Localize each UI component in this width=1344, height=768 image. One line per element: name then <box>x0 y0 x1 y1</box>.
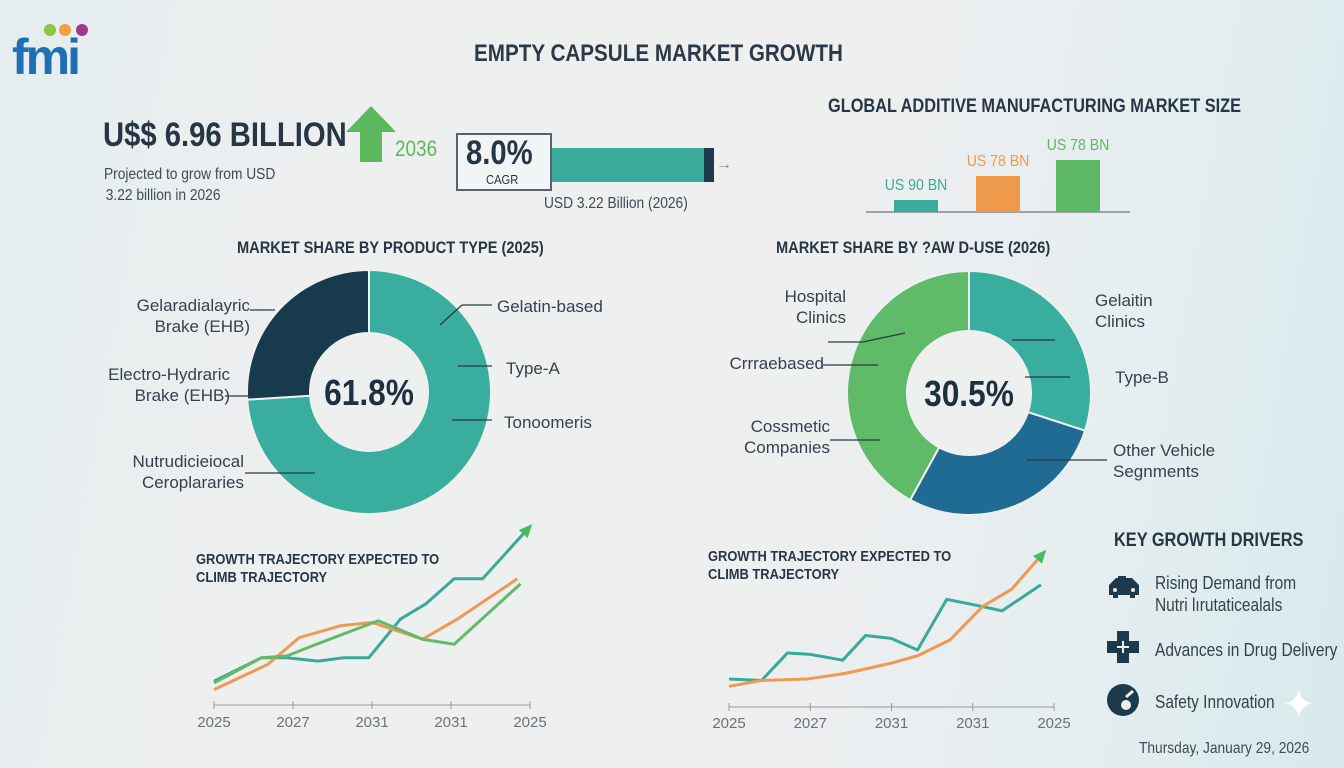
cagr-label: CAGR <box>486 172 519 187</box>
line2-title: GROWTH TRAJECTORY EXPECTED TO CLIMB TRAJ… <box>708 548 952 583</box>
x-tick-label-0: 2025 <box>197 714 230 731</box>
cagr-bar-end <box>704 148 714 182</box>
series-line-teal <box>728 583 1042 682</box>
donut-slice-0 <box>968 269 1092 432</box>
arrow-head-icon <box>518 524 533 538</box>
safety-icon <box>1106 683 1140 722</box>
leader-line-1 <box>862 332 906 343</box>
x-tick-label-0: 2025 <box>712 715 745 732</box>
donut-slice-1 <box>246 268 370 401</box>
leader-line-3 <box>439 304 463 326</box>
bar-chart-title: GLOBAL ADDITIVE MANUFACTURING MARKET SIZ… <box>828 96 1242 117</box>
cagr-base-label: USD 3.22 Billion (2026) <box>544 195 688 212</box>
fmi-logo: fmi <box>12 22 127 85</box>
driver-item-3: Safety Innovation <box>1155 692 1275 712</box>
x-tick-label-3: 2031 <box>434 714 467 731</box>
donut1-label-right-2: Type-A <box>506 359 560 378</box>
donut-chart-end-use: 30.5% <box>823 269 1107 516</box>
donut2-label-right-3: Other Vehicle Segnments <box>1113 441 1216 481</box>
page-title: EMPTY CAPSULE MARKET GROWTH <box>474 40 843 67</box>
x-tick-label-1: 2027 <box>276 714 309 731</box>
arrow-head-icon <box>1033 549 1047 564</box>
x-tick-label-2: 2031 <box>355 714 388 731</box>
donut-slice-0 <box>246 268 492 515</box>
donut1-label-left-1: Gelaradialayric Brake (EHB) <box>136 296 250 336</box>
donut1-title: MARKET SHARE BY PRODUCT TYPE (2025) <box>237 238 544 257</box>
bar-label-1: US 78 BN <box>967 152 1030 170</box>
donut2-label-left-3: Cossmetic Companies <box>744 417 830 457</box>
footer-date: Thursday, January 29, 2026 <box>1139 740 1310 757</box>
line1-title: GROWTH TRAJECTORY EXPECTED TO CLIMB TRAJ… <box>196 551 440 586</box>
driver-item-1: Rising Demand from Nutri lırutaticealals <box>1155 573 1297 615</box>
up-arrow-icon <box>344 104 398 169</box>
x-tick-label-4: 2025 <box>1037 715 1070 732</box>
car-icon <box>1106 572 1142 609</box>
svg-text:fmi: fmi <box>12 29 78 78</box>
cagr-box: 8.0% CAGR <box>456 133 552 191</box>
line-chart-2: 2025 2027 2031 2031 2025 <box>712 549 1071 732</box>
line-chart-1: 2025 2027 2031 2031 2025 <box>197 524 547 731</box>
cagr-bar <box>548 148 714 182</box>
headline-description: Projected to grow from USD 3.22 billion … <box>104 166 276 204</box>
donut1-label-left-2: Electro-Hydraric Brake (EHB) <box>108 365 230 405</box>
bar-chart: US 90 BN US 78 BN US 78 BN <box>866 136 1130 213</box>
arrow-right-icon: → <box>716 156 732 173</box>
donut-chart-product-type: 61.8% <box>225 268 492 515</box>
donut1-label-right-3: Tonoomeris <box>504 413 592 432</box>
donut-hole <box>311 334 427 450</box>
cagr-value: 8.0% <box>466 134 533 172</box>
sparkle-icon: ✦ <box>1282 683 1316 727</box>
x-tick-label-1: 2027 <box>794 715 827 732</box>
donut-center-label: 30.5% <box>924 374 1014 414</box>
bar-1 <box>976 176 1020 212</box>
bar-label-2: US 78 BN <box>1047 136 1110 154</box>
donut2-label-right-1: Gelaitin Clinics <box>1095 291 1153 331</box>
drivers-title: KEY GROWTH DRIVERS <box>1114 530 1304 551</box>
series-line-orange <box>728 554 1043 688</box>
donut1-label-right-1: Gelatin-based <box>497 297 603 316</box>
medical-cross-icon <box>1106 630 1140 669</box>
headline-value: U$$ 6.96 BILLION <box>103 116 347 154</box>
donut2-title: MARKET SHARE BY ?AW D-USE (2026) <box>776 238 1051 257</box>
bar-2 <box>1056 160 1100 212</box>
donut1-label-left-3: Nutrudicieiocal Ceroplararies <box>132 452 245 492</box>
bar-label-0: US 90 BN <box>885 176 948 194</box>
target-year: 2036 <box>395 136 438 161</box>
x-tick-label-4: 2025 <box>513 714 546 731</box>
donut2-label-left-1: Hospital Clinics <box>784 287 846 327</box>
x-tick-label-3: 2031 <box>956 715 989 732</box>
series-line-orange <box>213 577 519 691</box>
donut-hole <box>908 332 1030 454</box>
bar-0 <box>894 200 938 212</box>
x-tick-label-2: 2031 <box>875 715 908 732</box>
donut-slice-1 <box>908 410 1087 516</box>
donut2-label-left-2: Crrraebased <box>729 354 825 373</box>
driver-item-2: Advances in Drug Delivery <box>1155 640 1338 660</box>
donut2-label-right-2: Type-B <box>1115 368 1169 387</box>
donut-slice-2 <box>846 269 970 502</box>
series-line-green <box>213 582 522 685</box>
donut-center-label: 61.8% <box>324 373 414 413</box>
